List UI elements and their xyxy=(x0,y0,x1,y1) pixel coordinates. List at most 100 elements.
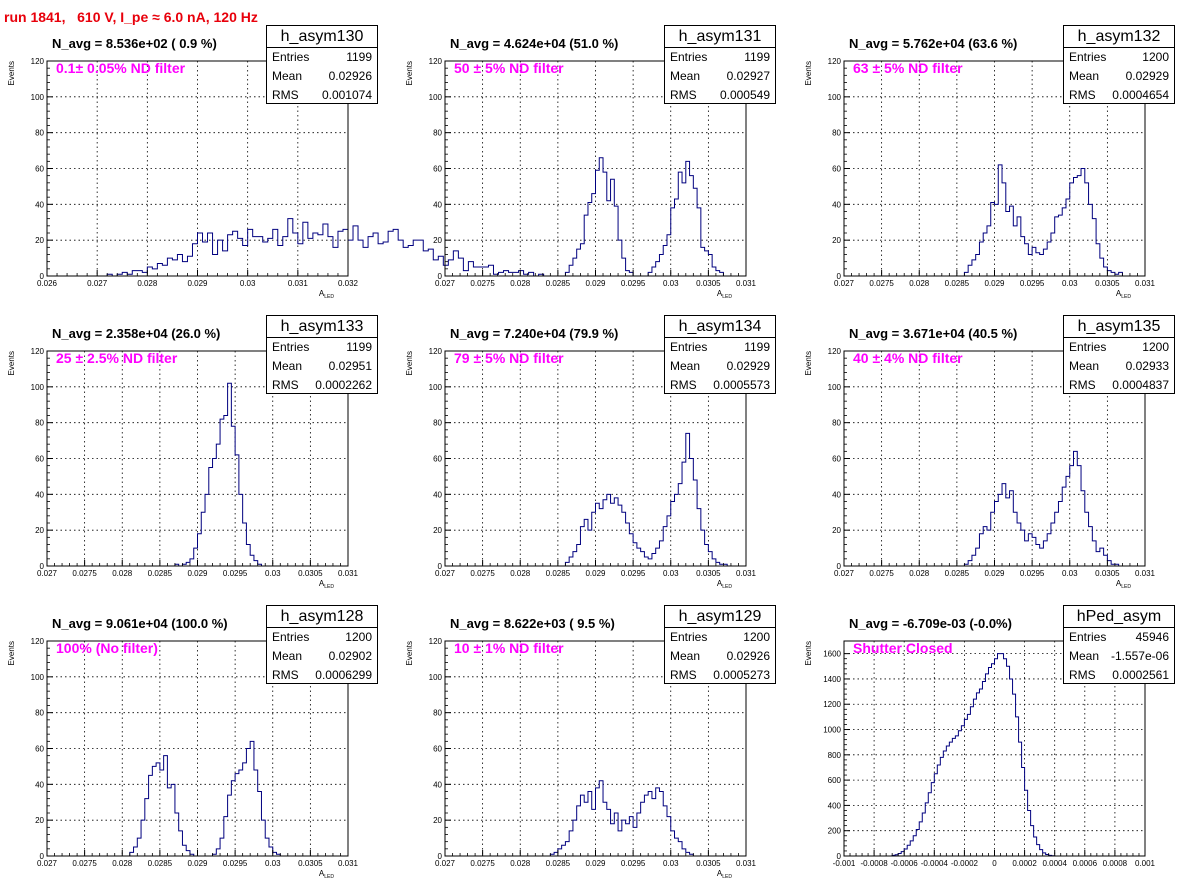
x-tick-label: 0.028 xyxy=(510,279,531,288)
x-axis-title-main: A xyxy=(1116,289,1122,298)
mean-value: 0.02926 xyxy=(726,649,770,663)
x-tick-label: 0.029 xyxy=(984,569,1005,578)
histogram-series-line xyxy=(47,218,549,277)
x-tick-label: 0.0275 xyxy=(470,569,495,578)
mean-label: Mean xyxy=(670,359,701,373)
x-tick-label: 0.029 xyxy=(585,279,606,288)
y-tick-label: 0 xyxy=(438,272,443,281)
y-tick-label: 1200 xyxy=(823,700,841,709)
y-tick-label: 0 xyxy=(837,272,842,281)
x-tick-label: 0.0305 xyxy=(696,569,721,578)
x-tick-label: -0.0006 xyxy=(891,859,919,868)
y-tick-label: 40 xyxy=(832,200,841,209)
mean-row: Mean 0.02951 xyxy=(267,357,377,376)
rms-label: RMS xyxy=(1069,668,1096,682)
mean-row: Mean 0.02929 xyxy=(665,357,775,376)
mean-row: Mean -1.557e-06 xyxy=(1064,647,1174,666)
y-tick-label: 60 xyxy=(433,455,442,464)
histogram-plot: 0.026 0.027 0.028 0.029 0.03 0.031 0.032 0 20 40 6… xyxy=(7,57,549,300)
x-tick-label: 0.03 xyxy=(265,569,281,578)
y-tick-label: 40 xyxy=(35,200,44,209)
y-tick-label: 60 xyxy=(832,455,841,464)
rms-value: 0.001074 xyxy=(321,88,372,102)
y-tick-label: 0 xyxy=(438,562,443,571)
entries-row: Entries 1200 xyxy=(1064,338,1174,357)
rms-row: RMS 0.0005273 xyxy=(665,666,775,685)
x-tick-label: 0.0285 xyxy=(148,859,173,868)
y-tick-label: 20 xyxy=(35,816,44,825)
rms-label: RMS xyxy=(272,378,299,392)
mean-value: 0.02933 xyxy=(1125,359,1169,373)
x-tick-label: 0.03 xyxy=(1062,569,1078,578)
x-tick-label: 0.028 xyxy=(137,279,158,288)
entries-row: Entries 45946 xyxy=(1064,628,1174,647)
x-tick-label: 0.027 xyxy=(87,279,108,288)
y-tick-label: 60 xyxy=(433,165,442,174)
x-tick-label: 0.027 xyxy=(834,279,855,288)
entries-label: Entries xyxy=(1069,630,1107,644)
rms-row: RMS 0.0006299 xyxy=(267,666,377,685)
stats-box: h_asym128 Entries 1200 Mean 0.02902 RMS 0.0006… xyxy=(266,605,378,684)
y-tick-label: 100 xyxy=(429,673,443,682)
rms-value: 0.0002262 xyxy=(315,378,372,392)
filter-annotation: 25 ± 2.5% ND filter xyxy=(56,350,178,366)
histogram-name: h_asym131 xyxy=(665,26,775,48)
mean-value: 0.02951 xyxy=(328,359,372,373)
stats-box: h_asym130 Entries 1199 Mean 0.02926 RMS 0.0010… xyxy=(266,25,378,104)
stats-box: h_asym133 Entries 1199 Mean 0.02951 RMS 0.0002… xyxy=(266,315,378,394)
x-tick-label: 0.031 xyxy=(736,569,757,578)
rms-row: RMS 0.0004654 xyxy=(1064,86,1174,105)
histogram-plot: 0.027 0.0275 0.028 0.0285 0.029 0.0295 0.03 0.0… xyxy=(405,347,757,590)
entries-label: Entries xyxy=(670,50,708,64)
x-tick-label: 0.0285 xyxy=(546,569,571,578)
x-axis-title: ALED xyxy=(319,869,334,880)
histogram-plot: 0.027 0.0275 0.028 0.0285 0.029 0.0295 0.03 0.0… xyxy=(405,57,757,300)
y-tick-label: 20 xyxy=(832,236,841,245)
rms-value: 0.0002561 xyxy=(1112,668,1169,682)
x-tick-label: 0.0008 xyxy=(1103,859,1128,868)
x-tick-label: 0.03 xyxy=(240,279,256,288)
histogram-name: h_asym133 xyxy=(267,316,377,338)
entries-value: 1199 xyxy=(744,340,770,354)
rms-value: 0.0005573 xyxy=(713,378,770,392)
entries-value: 1200 xyxy=(743,630,770,644)
rms-value: 0.0004837 xyxy=(1112,378,1169,392)
x-axis-title-subscript: LED xyxy=(1121,294,1131,300)
y-tick-label: 120 xyxy=(429,347,443,356)
y-tick-label: 0 xyxy=(40,272,45,281)
n-avg-label: N_avg = 3.671e+04 (40.5 %) xyxy=(847,326,1020,341)
stats-box: hPed_asym Entries 45946 Mean -1.557e-06 RMS 0.… xyxy=(1063,605,1175,684)
histogram-name: h_asym129 xyxy=(665,606,775,628)
y-tick-label: 80 xyxy=(832,419,841,428)
filter-annotation: 0.1± 0.05% ND filter xyxy=(56,60,186,76)
x-tick-label: 0.03 xyxy=(663,569,679,578)
x-tick-label: -0.0004 xyxy=(921,859,949,868)
y-tick-label: 40 xyxy=(35,780,44,789)
x-tick-label: 0.03 xyxy=(265,859,281,868)
y-tick-label: 120 xyxy=(828,57,842,66)
histogram-panel-h-asym131: 0.027 0.0275 0.028 0.0285 0.029 0.0295 0.03 0.0… xyxy=(398,25,796,315)
entries-label: Entries xyxy=(670,630,708,644)
x-axis-title: ALED xyxy=(717,289,732,300)
entries-label: Entries xyxy=(272,340,310,354)
x-tick-label: 0.029 xyxy=(585,859,606,868)
stats-box: h_asym129 Entries 1200 Mean 0.02926 RMS 0.0005… xyxy=(664,605,776,684)
x-tick-label: 0.031 xyxy=(1135,279,1156,288)
mean-row: Mean 0.02926 xyxy=(267,67,377,86)
stats-box: h_asym134 Entries 1199 Mean 0.02929 RMS 0.0005… xyxy=(664,315,776,394)
y-tick-label: 100 xyxy=(828,93,842,102)
entries-row: Entries 1199 xyxy=(665,338,775,357)
x-tick-label: 0.029 xyxy=(984,279,1005,288)
x-tick-label: 0.0006 xyxy=(1073,859,1098,868)
x-tick-label: 0.03 xyxy=(1062,279,1078,288)
y-tick-label: 0 xyxy=(40,852,45,861)
y-axis-title: Events xyxy=(7,351,16,375)
x-tick-label: 0.027 xyxy=(435,569,456,578)
x-tick-label: 0.0004 xyxy=(1042,859,1067,868)
rms-row: RMS 0.0002262 xyxy=(267,376,377,395)
filter-annotation: 79 ± 5% ND filter xyxy=(454,350,564,366)
x-axis-title: ALED xyxy=(1116,289,1131,300)
x-tick-label: 0.029 xyxy=(187,569,208,578)
histogram-series-line xyxy=(445,157,746,277)
canvas-title: run 1841, 610 V, I_pe ≈ 6.0 nA, 120 Hz xyxy=(4,9,258,25)
